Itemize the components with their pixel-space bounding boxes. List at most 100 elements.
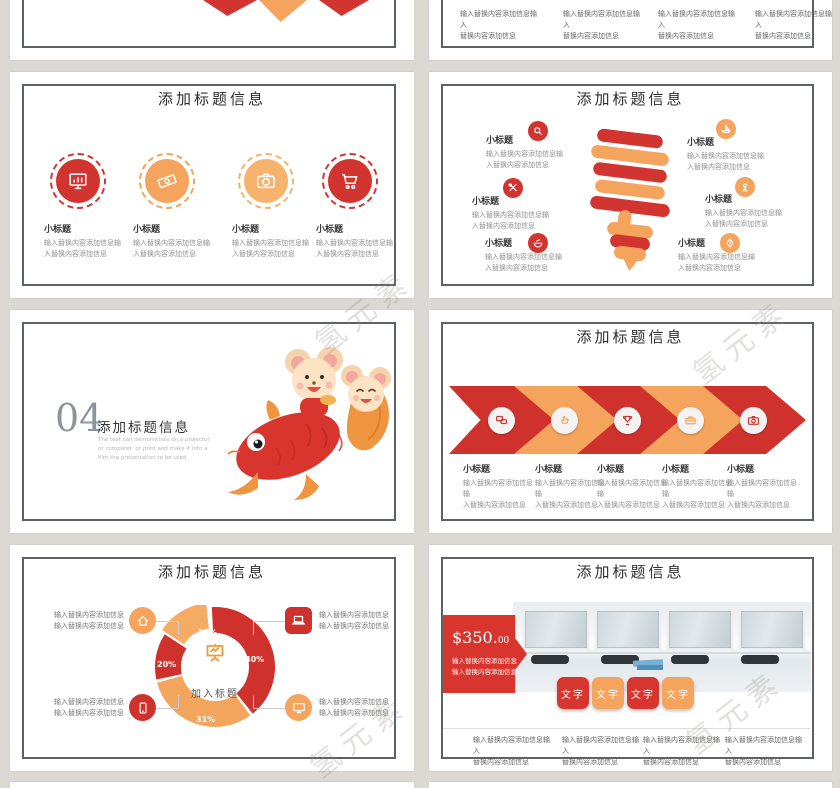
text-column: 输入替换内容添加信息输入 替换内容添加信息	[460, 9, 538, 42]
tools-icon	[503, 178, 523, 198]
tablet-icon	[129, 694, 156, 721]
slide-thumbnail-donut-chart[interactable]: 添加标题信息 15% 40% 31% 20% 加入标题	[10, 545, 414, 771]
item-subtitle: 小标题	[687, 138, 715, 148]
body-line: 入替换内容添加信息	[316, 249, 379, 258]
text-column: 输入替换内容添加信息输入 替换内容添加信息	[563, 9, 641, 42]
connector-line	[178, 621, 179, 635]
text-column: 输入替换内容添加信息输入 替换内容添加信息	[658, 9, 736, 42]
slide-thumbnail-text-columns[interactable]: 输入替换内容添加信息输入 替换内容添加信息 输入替换内容添加信息输入 替换内容添…	[429, 0, 832, 60]
connector-line	[253, 621, 254, 635]
item-subtitle: 小标题	[678, 239, 706, 249]
body-line: 替换内容添加信息	[658, 31, 714, 40]
bulb-item-text: 小标题 输入替换内容添加信息输 入替换内容添加信息	[678, 236, 766, 274]
chair-silhouette	[531, 655, 569, 664]
item-subtitle: 小标题	[472, 197, 500, 207]
section-description: The text can demonstrate on a projector …	[98, 436, 210, 462]
body-line: 输入替换内容添加信息输	[44, 239, 121, 247]
body-line: 替换内容添加信息	[643, 757, 699, 766]
segment-label: 31%	[196, 715, 216, 724]
body-line: 输入替换内容添加信息输	[727, 479, 797, 498]
body-line: 替换内容添加信息	[563, 31, 619, 40]
body-line: 入替换内容添加信息	[44, 249, 107, 258]
body-line: 输入替换内容添加信息	[54, 611, 124, 619]
slide-thumbnail-arrows-timeline[interactable]: 添加标题信息 小标题 输入替换内容添加信息输 入替换内容添加信息 小标题 输入替…	[429, 310, 832, 533]
laptop-icon	[285, 607, 312, 634]
body-line: 输入替换内容添加信息输入	[755, 10, 832, 29]
bulb-item-text: 小标题 输入替换内容添加信息输 入替换内容添加信息	[687, 135, 775, 173]
camera-icon	[244, 159, 288, 203]
callout-text: 输入替换内容添加信息 输入替换内容添加信息	[319, 610, 414, 632]
donut-chart	[154, 605, 275, 727]
slide-thumbnail-banner-tails[interactable]	[10, 0, 414, 60]
connector-line	[178, 695, 179, 708]
banknote-icon	[145, 159, 189, 203]
text-column: 输入替换内容添加信息输入 替换内容添加信息	[562, 735, 644, 768]
monitor-chart-icon	[56, 159, 100, 203]
desc-line: or computer, or print and make it into a	[98, 445, 208, 452]
connector-line	[253, 708, 285, 709]
body-line: 输入替换内容添加信息输入	[643, 736, 720, 755]
slide-thumbnail-section-04[interactable]: 04 添加标题信息 The text can demonstrate on a …	[10, 310, 414, 533]
desc-line: The text can demonstrate on a projector	[98, 437, 210, 443]
bulb-item-text: 小标题 输入替换内容添加信息输 入替换内容添加信息	[705, 192, 793, 230]
text-column: 输入替换内容添加信息输入 替换内容添加信息	[473, 735, 555, 768]
body-line: 入替换内容添加信息	[662, 500, 725, 509]
body-line: 输入替换内容添加信息输入	[473, 736, 550, 755]
item-subtitle: 小标题	[463, 465, 491, 475]
item-subtitle: 小标题	[535, 465, 563, 475]
body-line: 入替换内容添加信息	[232, 249, 295, 258]
slide-title: 添加标题信息	[576, 328, 685, 346]
bulb-item-text: 小标题 输入替换内容添加信息输 入替换内容添加信息	[486, 133, 568, 171]
window-pane	[739, 609, 805, 650]
body-line: 输入替换内容添加信息输	[133, 239, 210, 247]
item-subtitle: 小标题	[486, 136, 514, 146]
body-line: 输入替换内容添加信息输	[535, 479, 605, 498]
mice-on-koi-illustration	[227, 347, 391, 500]
trophy-icon	[614, 407, 641, 434]
chat-icon	[488, 407, 515, 434]
step-text: 小标题 输入替换内容添加信息输 入替换内容添加信息	[597, 462, 669, 511]
item-subtitle: 小标题	[232, 225, 260, 235]
price-ribbon: $350.00 输入替换内容添加信息 输入替换内容添加信息	[443, 615, 527, 693]
cart-icon	[328, 159, 372, 203]
item-subtitle: 小标题	[485, 239, 513, 249]
segment-label: 20%	[157, 660, 177, 669]
body-line: 输入替换内容添加信息输	[486, 150, 563, 158]
body-line: 输入替换内容添加信息输入	[563, 10, 640, 29]
slide-thumbnail-four-circles[interactable]: 添加标题信息 小标题 输入替换内容添加信息输 入替换内容添加信息	[10, 72, 414, 298]
body-line: 输入替换内容添加信息输入	[725, 736, 802, 755]
watch-icon	[720, 233, 740, 253]
step-text: 小标题 输入替换内容添加信息输 入替换内容添加信息	[662, 462, 734, 511]
book-stack	[637, 665, 663, 670]
item-subtitle: 小标题	[316, 225, 344, 235]
slide-thumbnail-spiral-bulb[interactable]: 添加标题信息 小标题 输入替换内容添加信息输 入替换内容添加信息 小标题 输入替…	[429, 72, 832, 298]
slide-title: 添加标题信息	[157, 563, 266, 581]
home-icon	[129, 607, 156, 634]
desc-line: film the presentation to be used	[98, 454, 187, 461]
text-tag: 文字	[557, 677, 589, 709]
body-line: 输入替换内容添加信息输入	[562, 736, 639, 755]
window-pane	[523, 609, 589, 650]
ribbon-line: 输入替换内容添加信息	[452, 668, 517, 677]
item-subtitle: 小标题	[133, 225, 161, 235]
item-subtitle: 小标题	[597, 465, 625, 475]
chair-silhouette	[601, 655, 639, 664]
item-subtitle: 小标题	[705, 195, 733, 205]
body-line: 输入替换内容添加信息	[54, 708, 124, 717]
body-line: 入替换内容添加信息	[133, 249, 196, 258]
step-text: 小标题 输入替换内容添加信息输 入替换内容添加信息	[535, 462, 607, 511]
body-line: 入替换内容添加信息	[705, 219, 768, 228]
section-number: 04	[55, 396, 104, 440]
body-line: 替换内容添加信息	[473, 757, 529, 766]
feature-circle	[238, 153, 294, 209]
body-line: 入替换内容添加信息	[727, 500, 790, 509]
slide-thumbnail-partial[interactable]	[429, 782, 832, 788]
boat-icon	[716, 119, 736, 139]
body-line: 输入替换内容添加信息	[54, 621, 124, 630]
slide-thumbnail-partial[interactable]	[10, 782, 414, 788]
slide-thumbnail-price-photo[interactable]: 添加标题信息 $350.00 输入替换内容添加信息 输入替换内容添加信息 文字 …	[429, 545, 832, 771]
table-edge	[513, 652, 811, 654]
pennant-tail	[319, 0, 369, 16]
body-line: 输入替换内容添加信息输	[316, 239, 393, 247]
